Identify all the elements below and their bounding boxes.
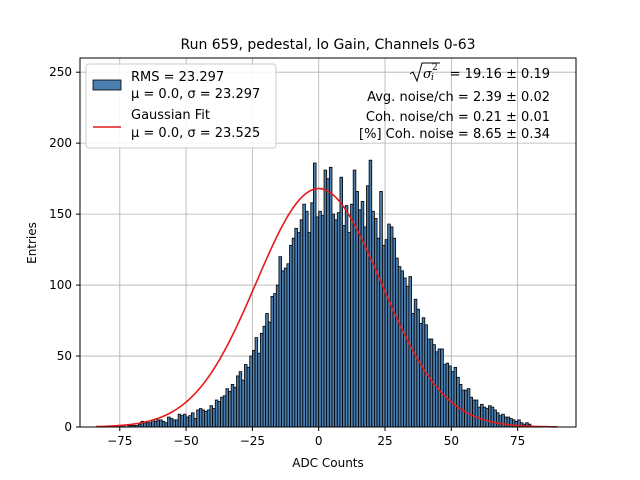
chart-title: Run 659, pedestal, lo Gain, Channels 0-6… xyxy=(180,37,475,53)
y-tick-label: 250 xyxy=(49,65,72,79)
legend-fit-line2: μ = 0.0, σ = 23.525 xyxy=(131,126,260,141)
stat-coh-noise-percent: [%] Coh. noise = 8.65 ± 0.34 xyxy=(359,127,550,142)
fit-layer xyxy=(95,187,558,428)
legend-fit-line1: Gaussian Fit xyxy=(131,108,210,123)
stat-total-noise: = 19.16 ± 0.19 xyxy=(450,67,550,82)
x-tick-label: 50 xyxy=(444,434,459,448)
x-ticks: −75 −50 −25 0 25 50 75 xyxy=(107,427,525,448)
x-tick-label: −75 xyxy=(107,434,132,448)
y-axis-label: Entries xyxy=(25,222,39,264)
y-tick-label: 50 xyxy=(57,349,72,363)
x-tick-label: 75 xyxy=(510,434,525,448)
gaussian-fit-line xyxy=(95,187,558,428)
x-tick-label: −25 xyxy=(240,434,265,448)
legend-histogram-line1: RMS = 23.297 xyxy=(131,70,224,85)
y-ticks: 0 50 100 150 200 250 xyxy=(49,65,80,434)
y-tick-label: 100 xyxy=(49,278,72,292)
stat-coh-noise: Coh. noise/ch = 0.21 ± 0.01 xyxy=(366,110,550,125)
svg-text:2: 2 xyxy=(432,63,438,73)
legend-bar-swatch xyxy=(92,79,122,91)
x-tick-label: 0 xyxy=(315,434,323,448)
svg-text:σ: σ xyxy=(423,67,433,82)
y-tick-label: 200 xyxy=(49,136,72,150)
legend-box xyxy=(85,63,277,149)
plot-frame xyxy=(79,57,577,428)
x-tick-label: 25 xyxy=(377,434,392,448)
x-axis-label: ADC Counts xyxy=(292,456,364,470)
legend-histogram-line2: μ = 0.0, σ = 23.297 xyxy=(131,87,260,102)
stat-avg-noise: Avg. noise/ch = 2.39 ± 0.02 xyxy=(367,90,550,105)
y-tick-label: 150 xyxy=(49,207,72,221)
y-tick-label: 0 xyxy=(64,420,72,434)
legend: RMS = 23.297 μ = 0.0, σ = 23.297 Gaussia… xyxy=(85,63,277,149)
stats-annotations: σ i 2 = 19.16 ± 0.19 Avg. noise/ch = 2.3… xyxy=(359,62,550,142)
sqrt-sigma-symbol: σ i 2 xyxy=(409,62,440,83)
x-tick-label: −50 xyxy=(173,434,198,448)
svg-text:i: i xyxy=(431,73,434,83)
